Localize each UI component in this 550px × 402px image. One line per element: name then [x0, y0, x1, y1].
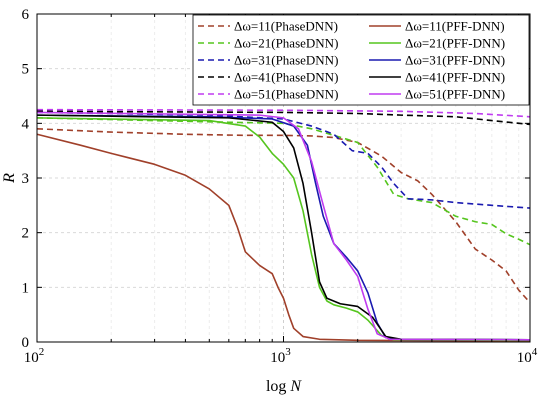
legend-label-3: Δω=41(PhaseDNN) [234, 70, 338, 85]
y-tick-label: 2 [22, 226, 30, 242]
legend: Δω=11(PhaseDNN) Δω=21(PhaseDNN) Δω=31(Phas… [192, 14, 530, 106]
legend-label-7: Δω=31(PFF-DNN) [405, 53, 505, 68]
y-tick-label: 5 [22, 62, 30, 78]
y-tick-label: 3 [22, 171, 30, 187]
y-axis-label: R [1, 173, 18, 184]
legend-label-0: Δω=11(PhaseDNN) [234, 19, 338, 34]
x-tick-label: 104 [517, 346, 538, 366]
legend-box [192, 14, 530, 106]
series-line-0 [36, 128, 531, 304]
x-axis-label: log N [266, 378, 302, 395]
legend-label-8: Δω=41(PFF-DNN) [405, 70, 505, 85]
series-layer [36, 108, 531, 342]
legend-label-9: Δω=51(PFF-DNN) [405, 87, 505, 102]
y-tick-label: 1 [22, 280, 30, 296]
x-tick-label: 102 [24, 346, 45, 366]
legend-label-6: Δω=21(PFF-DNN) [405, 36, 505, 51]
legend-label-1: Δω=21(PhaseDNN) [234, 36, 338, 51]
y-tick-label: 0 [22, 335, 30, 351]
series-line-4 [36, 108, 531, 118]
ticks: 0 1 2 3 4 5 6 102 103 104 [22, 7, 538, 366]
x-tick-label: 103 [270, 346, 291, 366]
series-line-3 [36, 110, 531, 126]
legend-label-2: Δω=31(PhaseDNN) [234, 53, 338, 68]
series-line-8 [36, 114, 531, 341]
legend-label-5: Δω=11(PFF-DNN) [405, 19, 505, 34]
y-tick-label: 6 [22, 7, 30, 23]
y-tick-label: 4 [22, 116, 30, 132]
series-line-5 [36, 133, 531, 342]
series-line-2 [36, 111, 531, 209]
series-line-1 [36, 117, 531, 246]
series-line-6 [36, 117, 531, 342]
series-line-9 [36, 111, 531, 341]
legend-label-4: Δω=51(PhaseDNN) [234, 87, 338, 102]
